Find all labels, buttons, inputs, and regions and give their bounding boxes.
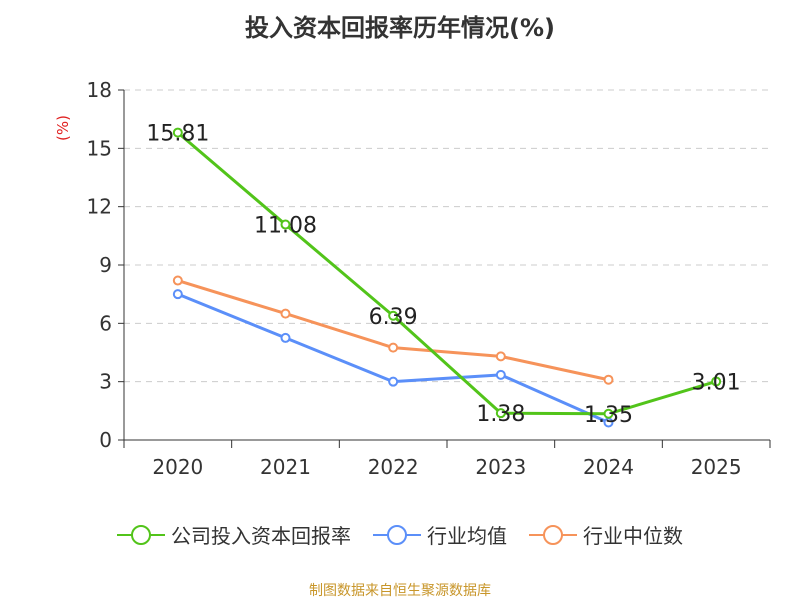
series-0-point-2023 xyxy=(495,408,506,419)
x-tick-label-2021: 2021 xyxy=(260,455,311,479)
legend-marker-company xyxy=(117,524,165,545)
legend-label-industry-mean: 行业均值 xyxy=(427,524,507,548)
legend-item-industry-median[interactable]: 行业中位数 xyxy=(529,520,683,549)
legend: 公司投入资本回报率 行业均值 行业中位数 xyxy=(0,520,800,549)
series-2-point-2024 xyxy=(603,374,614,385)
legend-label-industry-median: 行业中位数 xyxy=(583,524,683,548)
legend-marker-industry-median xyxy=(529,524,577,545)
series-0-point-2020 xyxy=(172,127,183,138)
x-tick-label-2023: 2023 xyxy=(475,455,526,479)
series-2-point-2022 xyxy=(388,342,399,353)
y-tick-label-0: 0 xyxy=(99,428,112,452)
legend-item-industry-mean[interactable]: 行业均值 xyxy=(373,520,507,549)
series-2-point-2021 xyxy=(280,308,291,319)
series-0-point-2025 xyxy=(711,376,722,387)
legend-item-company[interactable]: 公司投入资本回报率 xyxy=(117,520,351,549)
y-tick-label-18: 18 xyxy=(87,78,112,102)
y-axis-label: (%) xyxy=(54,115,72,141)
data-label-2023: 1.38 xyxy=(476,402,525,427)
series-0-point-2021 xyxy=(280,219,291,230)
data-label-2021: 11.08 xyxy=(254,214,317,239)
series-1-point-2021 xyxy=(280,332,291,343)
series-0-point-2022 xyxy=(388,310,399,321)
data-label-2025: 3.01 xyxy=(692,370,741,395)
y-tick-label-9: 9 xyxy=(99,253,112,277)
legend-label-company: 公司投入资本回报率 xyxy=(171,524,351,548)
data-label-2024: 1.35 xyxy=(584,403,633,428)
series-2-point-2023 xyxy=(495,351,506,362)
y-tick-label-3: 3 xyxy=(99,370,112,394)
series-0-point-2024 xyxy=(603,408,614,419)
x-tick-label-2025: 2025 xyxy=(691,455,742,479)
chart-title: 投入资本回报率历年情况(%) xyxy=(245,14,555,42)
x-tick-label-2024: 2024 xyxy=(583,455,634,479)
legend-marker-industry-mean xyxy=(373,524,421,545)
data-label-2022: 6.39 xyxy=(369,305,418,330)
y-tick-label-15: 15 xyxy=(87,136,112,160)
series-1-point-2020 xyxy=(172,289,183,300)
series-line-2 xyxy=(177,279,609,382)
data-label-2020: 15.81 xyxy=(146,122,209,147)
y-tick-label-6: 6 xyxy=(99,311,112,335)
source-footer: 制图数据来自恒生聚源数据库 xyxy=(309,583,491,599)
x-tick-label-2020: 2020 xyxy=(152,455,203,479)
series-1-point-2023 xyxy=(495,369,506,380)
series-1-point-2022 xyxy=(388,376,399,387)
series-line-0 xyxy=(176,131,717,416)
y-tick-label-12: 12 xyxy=(87,195,112,219)
x-tick-label-2022: 2022 xyxy=(368,455,419,479)
series-2-point-2020 xyxy=(172,275,183,286)
